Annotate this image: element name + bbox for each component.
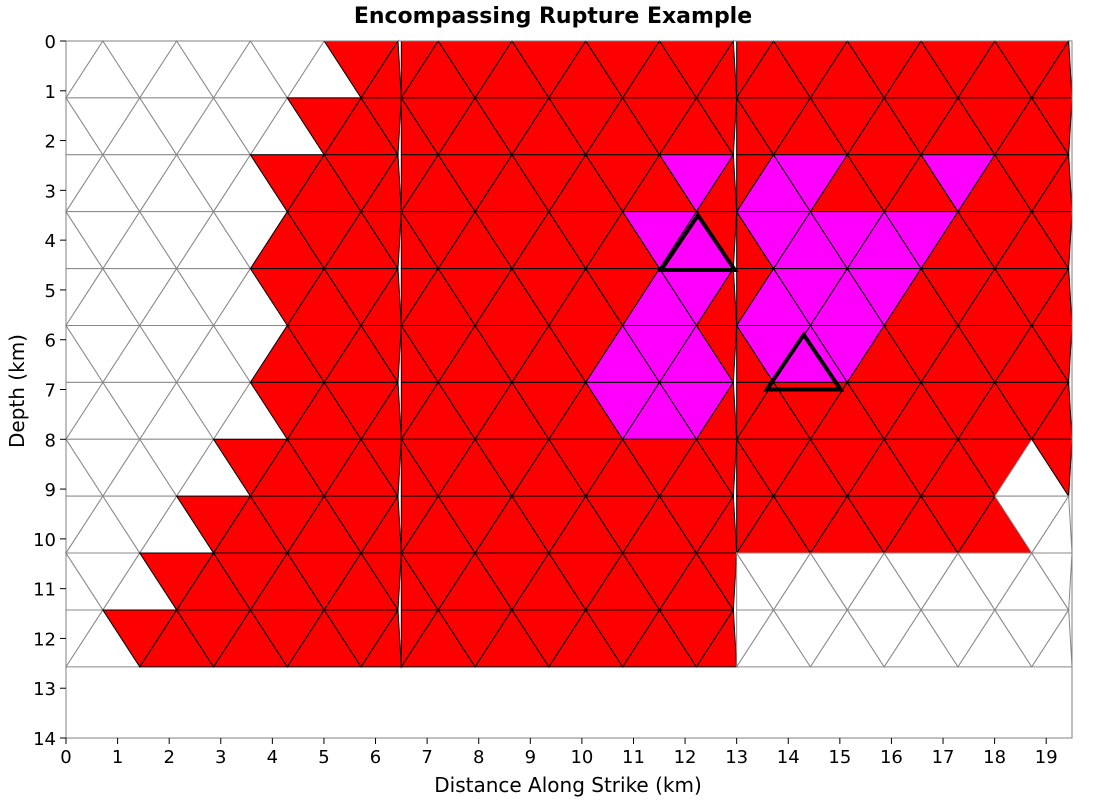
x-tick-label: 3 xyxy=(215,747,226,768)
x-tick-label: 12 xyxy=(674,747,697,768)
hypocenter-triangle xyxy=(763,331,845,392)
ruptured-triangle xyxy=(1030,324,1073,384)
chart-title: Encompassing Rupture Example xyxy=(354,4,752,29)
x-tick-label: 13 xyxy=(725,747,748,768)
ruptured-triangle xyxy=(695,608,738,668)
x-tick-label: 10 xyxy=(570,747,593,768)
ruptured-triangle xyxy=(695,438,738,498)
y-tick-label: 14 xyxy=(33,729,56,750)
ruptured-triangle xyxy=(360,438,402,498)
y-tick-label: 5 xyxy=(45,281,56,302)
y-tick-label: 13 xyxy=(33,679,56,700)
y-tick-label: 7 xyxy=(45,381,56,402)
x-tick-label: 8 xyxy=(473,747,484,768)
mesh-triangle xyxy=(1030,552,1073,612)
x-tick-label: 19 xyxy=(1035,747,1058,768)
mesh-triangle xyxy=(1030,608,1073,668)
y-axis-label: Depth (km) xyxy=(5,334,29,448)
x-tick-label: 5 xyxy=(318,747,329,768)
x-tick-label: 0 xyxy=(60,747,71,768)
hypocenter-triangle xyxy=(657,211,739,273)
y-tick-label: 4 xyxy=(45,231,56,252)
y-tick-label: 0 xyxy=(45,32,56,53)
mesh-layer xyxy=(65,39,1073,669)
ruptured-triangle xyxy=(1030,211,1073,271)
x-tick-label: 7 xyxy=(421,747,432,768)
y-tick-label: 10 xyxy=(33,530,56,551)
y-tick-label: 11 xyxy=(33,580,56,601)
ruptured-triangle xyxy=(1030,97,1073,157)
y-tick-label: 2 xyxy=(45,132,56,153)
ruptured-triangle xyxy=(695,552,738,612)
x-tick-label: 2 xyxy=(163,747,174,768)
x-tick-label: 14 xyxy=(777,747,800,768)
ruptured-triangle xyxy=(1030,438,1073,498)
y-tick-label: 6 xyxy=(45,331,56,352)
x-tick-label: 15 xyxy=(828,747,851,768)
x-tick-label: 16 xyxy=(880,747,903,768)
hypocenter-layer xyxy=(657,211,845,392)
y-tick-label: 8 xyxy=(45,430,56,451)
x-axis-label: Distance Along Strike (km) xyxy=(434,773,702,797)
ruptured-triangle xyxy=(695,97,738,157)
x-tick-label: 9 xyxy=(525,747,536,768)
x-axis: 0 1 2 3 4 5 6 7 8 9 10 11 12 13 14 15 16 17 18 19 xyxy=(60,738,1058,768)
y-tick-label: 1 xyxy=(45,82,56,103)
x-tick-label: 11 xyxy=(622,747,645,768)
y-tick-label: 9 xyxy=(45,480,56,501)
x-tick-label: 6 xyxy=(370,747,381,768)
y-tick-label: 3 xyxy=(45,181,56,202)
ruptured-triangle xyxy=(360,211,402,271)
ruptured-triangle xyxy=(360,552,402,612)
x-tick-label: 17 xyxy=(932,747,955,768)
ruptured-triangle xyxy=(360,608,402,668)
ruptured-triangle xyxy=(360,324,402,384)
y-tick-label: 12 xyxy=(33,629,56,650)
ruptured-triangle xyxy=(360,97,402,157)
ruptured-triangle xyxy=(695,324,738,384)
x-tick-label: 4 xyxy=(267,747,278,768)
x-tick-label: 1 xyxy=(112,747,123,768)
x-tick-label: 18 xyxy=(983,747,1006,768)
